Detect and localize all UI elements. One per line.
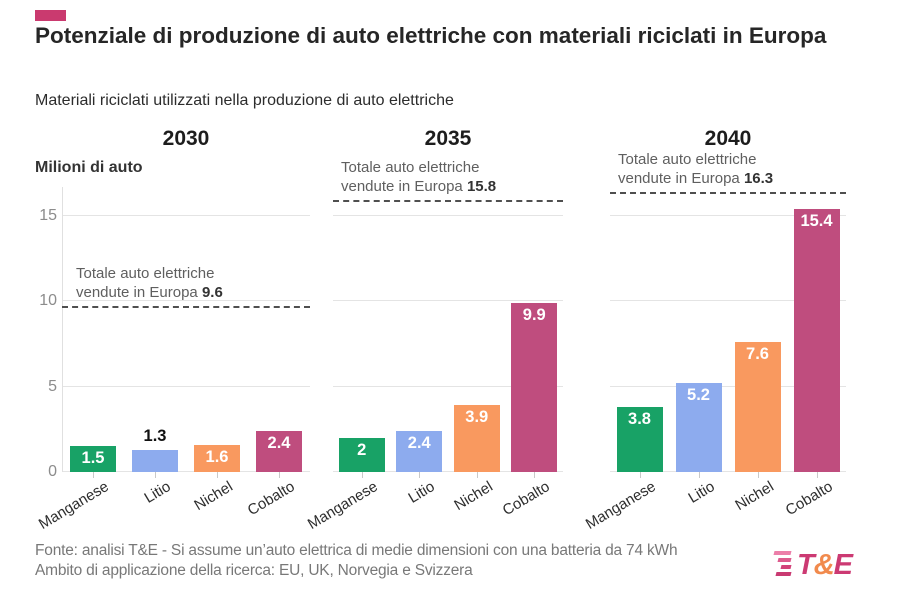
bar-value-label: 15.4 (800, 212, 833, 231)
x-tick-mark (93, 472, 94, 478)
y-tick-label: 10 (39, 292, 57, 310)
gridline-5 (333, 385, 563, 387)
te-logo-letter: & (813, 549, 835, 581)
bar-litio-2035: 2.4 (396, 431, 443, 472)
plot-area: 0 5 10 15 Totale auto elettriche vendute in E… (39, 187, 310, 480)
gridline-15 (610, 215, 846, 217)
bar-nichel-2040: 7.6 (734, 342, 781, 472)
x-tick-label-manganese: Manganese (35, 478, 112, 533)
bar-cobalto-2035: 9.9 (511, 303, 558, 472)
reference-line (62, 306, 310, 309)
page-title: Potenziale di produzione di auto elettri… (35, 23, 827, 48)
gridline-10 (610, 300, 846, 302)
gridline-0 (333, 471, 563, 472)
chart-panel-2035: 2035 Manganese Litio Nichel Cobalto Totale au… (305, 125, 563, 540)
te-logo: T&E (773, 549, 853, 581)
x-tick-label-nichel: Nichel (451, 478, 496, 515)
gridline-0 (610, 471, 846, 472)
bar-value-label: 1.6 (205, 447, 229, 466)
bar-value-label: 9.9 (522, 306, 546, 325)
x-tick-mark (155, 472, 156, 478)
x-tick-mark (757, 472, 759, 478)
y-axis-line (62, 187, 63, 472)
reference-annotation: Totale auto elettriche vendute in Europa … (618, 150, 774, 187)
accent-bar (35, 10, 66, 21)
te-logo-stripes-icon (773, 551, 792, 580)
bar-litio-2040: 5.2 (675, 383, 722, 472)
bar-value-label: 3.8 (628, 410, 651, 429)
footer: Fonte: analisi T&E - Si assume un’auto e… (35, 541, 745, 581)
y-axis-title: Milioni di auto (35, 159, 143, 176)
bar-value-label: 2 (357, 440, 367, 459)
x-tick-label-litio: Litio (405, 478, 439, 507)
x-tick-mark (534, 472, 536, 478)
x-tick-label-nichel: Nichel (191, 478, 236, 515)
x-tick-mark (698, 472, 700, 478)
bar-manganese-2035: 2 (338, 437, 385, 472)
bar-value-label: 2.4 (267, 434, 291, 453)
bar-value-label: 5.2 (687, 386, 710, 405)
x-tick-mark (279, 472, 280, 478)
reference-line (610, 191, 846, 194)
x-tick-mark (361, 472, 363, 478)
x-tick-label-manganese: Manganese (582, 478, 659, 533)
gridline-15 (333, 215, 563, 217)
reference-annotation: Totale auto elettriche vendute in Europa … (341, 159, 497, 196)
y-tick-label: 5 (48, 377, 57, 395)
bar-nichel-2035: 3.9 (453, 405, 500, 472)
panel-year-title: 2040 (704, 127, 752, 150)
y-tick-label: 0 (48, 463, 57, 480)
bar-manganese-2030: 1.5 (70, 446, 116, 472)
x-tick-label-cobalto: Cobalto (782, 478, 836, 520)
bar-litio-2030: 1.3 (132, 427, 178, 472)
reference-annotation: Totale auto elettriche vendute in Europa … (76, 265, 223, 302)
gridline-0 (62, 471, 310, 472)
gridline-10 (333, 300, 563, 302)
chart-panel-2030: 2030 Milioni di auto Manganese Litio Nichel C… (35, 125, 310, 540)
bar-nichel-2030: 1.6 (194, 444, 240, 472)
bar-manganese-2040: 3.8 (616, 407, 663, 472)
x-tick-label-nichel: Nichel (731, 478, 777, 515)
bar-value-label: 1.5 (81, 449, 105, 468)
page-subtitle: Materiali riciclati utilizzati nella pro… (35, 92, 454, 109)
chart-panel-2040: 2040 Manganese Litio Nichel Cobalto Totale au… (582, 125, 846, 540)
bar-cobalto-2040: 15.4 (793, 209, 840, 472)
x-tick-label-cobalto: Cobalto (499, 478, 554, 520)
gridline-15 (62, 215, 310, 217)
bar-value-label: 3.9 (465, 408, 489, 427)
y-tick-label: 15 (39, 207, 57, 225)
panel-year-title: 2035 (424, 127, 472, 150)
footer-scope-line: Ambito di applicazione della ricerca: EU… (35, 562, 473, 579)
reference-line (333, 200, 563, 203)
plot-area: Totale auto elettriche vendute in Europa … (333, 159, 563, 478)
x-tick-mark (217, 472, 218, 478)
te-logo-letter: E (833, 549, 853, 581)
charts-area: 2030 Milioni di auto Manganese Litio Nichel C… (35, 125, 865, 540)
te-logo-letter: T (797, 549, 815, 581)
gridline-5 (62, 385, 310, 387)
x-tick-label-manganese: Manganese (304, 478, 381, 533)
gridline-10 (62, 300, 310, 302)
x-tick-label-litio: Litio (684, 478, 718, 507)
x-tick-mark (816, 472, 818, 478)
gridline-5 (610, 385, 846, 387)
x-tick-label-cobalto: Cobalto (244, 478, 298, 520)
bar-cobalto-2030: 2.4 (256, 431, 302, 472)
plot-area: Totale auto elettriche vendute in Europa … (610, 151, 846, 478)
panel-year-title: 2030 (162, 127, 210, 150)
x-tick-label-litio: Litio (141, 478, 174, 507)
bar-value-label: 2.4 (407, 434, 431, 453)
bar-value-label: 1.3 (143, 426, 167, 445)
x-tick-mark (639, 472, 641, 478)
te-logo-text: T&E (797, 549, 853, 581)
x-tick-mark (476, 472, 478, 478)
bar-value-label: 7.6 (746, 345, 769, 364)
x-tick-mark (419, 472, 421, 478)
footer-source-line: Fonte: analisi T&E - Si assume un’auto e… (35, 542, 678, 559)
